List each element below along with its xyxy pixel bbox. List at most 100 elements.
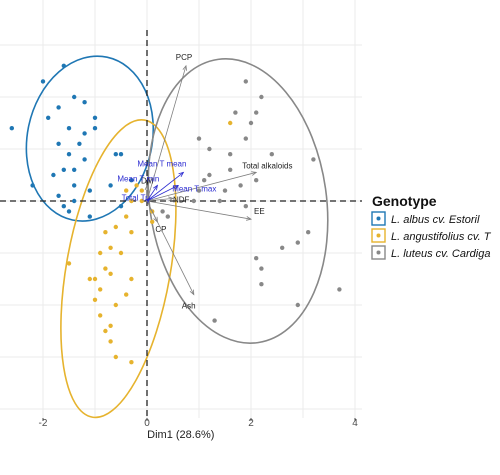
data-point-series-3 — [222, 188, 228, 193]
data-point-series-2 — [129, 198, 134, 204]
data-point-series-2 — [113, 224, 119, 230]
legend-label-2: L. angustifolius cv. T — [391, 231, 492, 243]
data-point-series-3 — [217, 198, 222, 204]
variable-arrow — [146, 198, 174, 202]
legend-key-dot-1 — [376, 216, 381, 221]
variable-arrowhead — [153, 184, 158, 191]
variable-label: Mean T mean — [137, 159, 186, 168]
data-point-series-2 — [92, 276, 98, 282]
data-point-series-1 — [66, 126, 72, 131]
legend-title: Genotype — [372, 193, 437, 209]
reference-lines — [0, 30, 362, 418]
data-point-series-3 — [160, 209, 165, 214]
variable-arrowhead — [168, 196, 175, 202]
data-point-series-3 — [295, 302, 300, 308]
variable-arrowhead — [182, 64, 187, 71]
data-point-series-2 — [150, 219, 155, 224]
data-point-series-3 — [259, 94, 264, 100]
data-point-series-2 — [124, 188, 129, 193]
data-point-series-1 — [82, 100, 87, 105]
legend-key-dot-2 — [376, 233, 381, 238]
variable-arrowhead — [178, 171, 185, 177]
data-point-series-2 — [103, 230, 108, 235]
data-point-series-3 — [295, 240, 300, 245]
data-point-series-3 — [280, 245, 285, 250]
data-point-series-2 — [108, 245, 113, 250]
data-point-series-1 — [56, 141, 61, 146]
data-point-series-2 — [139, 198, 144, 204]
data-point-series-3 — [212, 318, 217, 323]
data-point-series-2 — [134, 183, 139, 188]
confidence-ellipse-2 — [60, 119, 177, 419]
data-point-series-1 — [72, 198, 77, 204]
variable-arrow — [146, 200, 252, 220]
variable-label: Mean T min — [117, 174, 159, 183]
x-tick-label: 4 — [352, 418, 358, 429]
data-point-series-2 — [103, 266, 108, 271]
variable-label: Total Tr — [122, 193, 149, 202]
data-point-series-2 — [113, 302, 119, 308]
data-point-series-1 — [30, 183, 35, 188]
data-point-series-3 — [311, 157, 316, 162]
confidence-ellipse-1 — [25, 55, 155, 222]
variable-label: Ash — [182, 302, 196, 311]
data-point-series-2 — [108, 271, 113, 276]
data-point-series-1 — [61, 204, 66, 209]
data-point-series-1 — [82, 131, 87, 136]
data-point-series-1 — [82, 157, 87, 162]
data-point-series-2 — [98, 287, 103, 292]
variable-label: Mean T max — [172, 184, 216, 193]
variable-arrow — [146, 185, 179, 202]
data-point-series-3 — [243, 204, 248, 209]
variable-label: NDF — [173, 195, 190, 204]
variable-arrowhead — [189, 289, 195, 296]
data-point-series-3 — [243, 136, 248, 141]
variable-arrow — [146, 172, 184, 202]
data-point-series-2 — [108, 323, 113, 328]
x-tick-label: 2 — [248, 418, 254, 429]
data-point-series-2 — [98, 313, 103, 318]
data-point-series-1 — [92, 115, 98, 121]
data-point-series-3 — [238, 183, 243, 188]
data-point-series-3 — [207, 172, 212, 178]
variable-label: PCP — [176, 53, 192, 62]
legend-label-3: L. luteus cv. Cardiga — [391, 248, 490, 260]
data-point-series-2 — [129, 230, 134, 235]
variable-arrow — [146, 172, 257, 202]
x-axis-title: Dim1 (28.6%) — [147, 429, 214, 441]
data-point-series-3 — [254, 178, 259, 183]
grid-lines — [0, 0, 362, 418]
data-point-series-1 — [72, 183, 77, 188]
variable-arrow — [146, 65, 187, 202]
legend-key-dot-3 — [376, 250, 381, 255]
data-point-series-3 — [243, 79, 248, 84]
data-point-series-1 — [77, 141, 82, 146]
data-point-series-2 — [108, 339, 113, 344]
data-point-series-3 — [337, 287, 342, 292]
data-point-series-1 — [56, 105, 61, 110]
data-point-series-3 — [165, 214, 170, 219]
variable-arrowhead — [251, 171, 258, 176]
data-point-series-3 — [259, 266, 264, 271]
variable-arrowhead — [246, 216, 253, 221]
data-point-series-3 — [248, 120, 254, 126]
data-point-series-3 — [306, 230, 311, 235]
variable-label: EE — [254, 207, 265, 216]
variable-arrowhead — [144, 197, 151, 204]
data-point-series-1 — [61, 167, 66, 172]
data-point-series-2 — [98, 250, 103, 256]
data-point-series-2 — [103, 328, 108, 334]
variable-arrowhead — [144, 184, 150, 191]
data-point-series-2 — [124, 214, 129, 219]
data-point-series-1 — [87, 188, 93, 193]
data-point-series-3 — [196, 136, 202, 141]
data-point-series-2 — [228, 120, 233, 126]
data-point-series-1 — [51, 172, 56, 178]
data-point-series-1 — [9, 126, 14, 131]
data-point-series-3 — [196, 188, 202, 193]
data-point-series-3 — [207, 146, 212, 152]
data-point-series-3 — [202, 178, 207, 183]
confidence-ellipses — [25, 55, 329, 419]
data-point-series-1 — [56, 193, 61, 198]
